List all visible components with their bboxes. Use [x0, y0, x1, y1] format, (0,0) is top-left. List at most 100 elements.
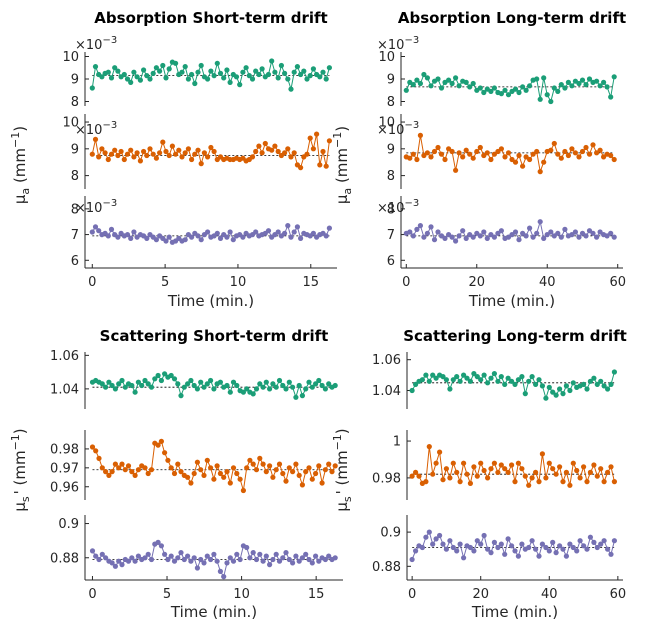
- data-point: [608, 152, 614, 159]
- data-point: [527, 83, 533, 89]
- data-point: [269, 147, 275, 153]
- data-point: [453, 167, 459, 173]
- data-point: [189, 156, 195, 163]
- data-point: [553, 392, 559, 398]
- data-point: [109, 382, 115, 389]
- data-point: [147, 146, 153, 152]
- data-point: [495, 544, 501, 551]
- data-point: [173, 60, 179, 66]
- data-point: [534, 76, 540, 82]
- data-point: [280, 555, 286, 561]
- scale-multiplier: ×10−3: [377, 120, 419, 138]
- data-point: [539, 383, 546, 389]
- data-point: [135, 553, 141, 559]
- data-point: [253, 148, 259, 155]
- data-point: [523, 87, 529, 93]
- data-point: [168, 553, 174, 559]
- data-point: [205, 154, 211, 160]
- data-point: [409, 556, 415, 563]
- data-point: [168, 465, 174, 471]
- data-point: [481, 229, 487, 235]
- data-point: [270, 474, 276, 480]
- data-point: [182, 237, 188, 243]
- data-point: [221, 474, 227, 480]
- data-point: [428, 154, 434, 160]
- data-point: [461, 460, 467, 466]
- data-point: [481, 532, 487, 539]
- data-point: [576, 154, 582, 160]
- data-point: [477, 85, 483, 91]
- data-point: [461, 372, 467, 378]
- data-point: [488, 375, 494, 381]
- data-point: [132, 389, 138, 395]
- data-point: [157, 150, 163, 156]
- x-tick-label: 10: [233, 587, 250, 602]
- data-point: [326, 65, 332, 71]
- data-point: [293, 553, 299, 559]
- data-point: [467, 544, 473, 551]
- data-point: [523, 233, 529, 239]
- data-point: [433, 460, 439, 466]
- data-point: [485, 546, 491, 552]
- data-point: [464, 471, 470, 477]
- data-point: [119, 461, 125, 467]
- data-point: [191, 382, 197, 389]
- data-point: [512, 479, 518, 485]
- data-point: [546, 548, 552, 554]
- data-point: [198, 62, 204, 69]
- data-point: [310, 230, 316, 236]
- data-point: [233, 74, 240, 80]
- data-point: [109, 560, 115, 566]
- data-point: [189, 234, 195, 240]
- data-point: [310, 146, 316, 152]
- data-point: [440, 477, 446, 483]
- data-point: [440, 374, 446, 380]
- data-point: [208, 556, 214, 563]
- data-point: [155, 539, 161, 546]
- data-point: [537, 219, 543, 225]
- data-point: [569, 83, 575, 89]
- data-point: [204, 457, 210, 463]
- data-point: [323, 233, 329, 239]
- data-point: [558, 234, 564, 240]
- data-point: [303, 469, 309, 475]
- data-point: [288, 234, 294, 240]
- data-point: [539, 451, 546, 457]
- data-point: [128, 147, 134, 153]
- data-point: [527, 225, 533, 231]
- data-point: [555, 151, 561, 157]
- data-point: [460, 154, 466, 160]
- data-point: [230, 558, 237, 564]
- y-tick-label: 1: [393, 435, 401, 450]
- data-point: [598, 378, 604, 384]
- data-point: [457, 541, 463, 547]
- data-point: [586, 151, 593, 157]
- x-axis-label: Time (min.): [468, 292, 555, 310]
- data-point: [516, 152, 522, 159]
- data-point: [163, 238, 169, 244]
- data-point: [550, 466, 556, 472]
- data-point: [457, 479, 463, 485]
- data-point: [201, 560, 207, 566]
- data-point: [410, 82, 416, 88]
- data-point: [495, 378, 501, 384]
- data-point: [557, 464, 563, 470]
- data-point: [298, 165, 304, 171]
- data-point: [115, 68, 121, 74]
- data-point: [124, 232, 131, 238]
- data-point: [157, 68, 163, 74]
- data-point: [259, 66, 265, 72]
- data-point: [263, 553, 269, 559]
- data-point: [416, 473, 422, 479]
- data-point: [182, 150, 188, 156]
- data-point: [419, 544, 425, 551]
- data-point: [189, 71, 195, 78]
- data-point: [263, 379, 269, 385]
- data-point: [424, 230, 430, 236]
- data-point: [437, 449, 443, 455]
- data-point: [491, 460, 497, 466]
- data-point: [124, 151, 131, 157]
- data-point: [294, 64, 300, 70]
- data-point: [112, 386, 118, 392]
- data-point: [505, 536, 511, 542]
